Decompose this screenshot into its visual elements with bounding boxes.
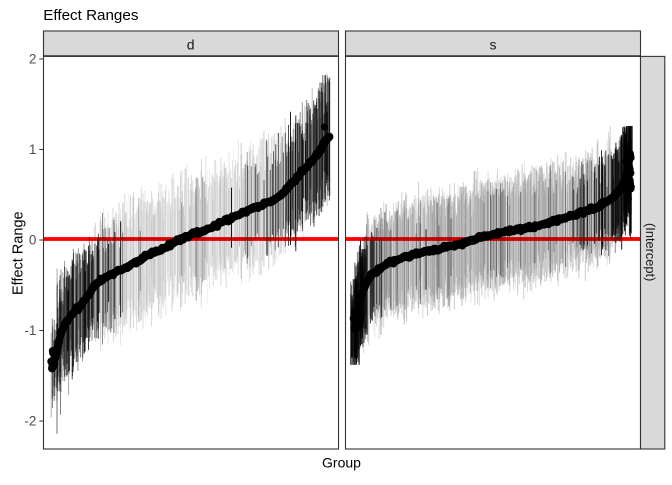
- svg-text:Group: Group: [322, 455, 361, 471]
- svg-text:1: 1: [29, 142, 37, 157]
- svg-text:Effect Range: Effect Range: [10, 211, 26, 295]
- svg-text:0: 0: [29, 233, 37, 248]
- svg-text:-1: -1: [24, 323, 36, 338]
- svg-text:(Intercept): (Intercept): [643, 223, 658, 281]
- svg-text:s: s: [490, 36, 497, 52]
- svg-text:-2: -2: [24, 414, 36, 429]
- svg-text:Effect Ranges: Effect Ranges: [43, 7, 139, 24]
- svg-text:2: 2: [29, 52, 37, 67]
- svg-text:d: d: [187, 36, 195, 52]
